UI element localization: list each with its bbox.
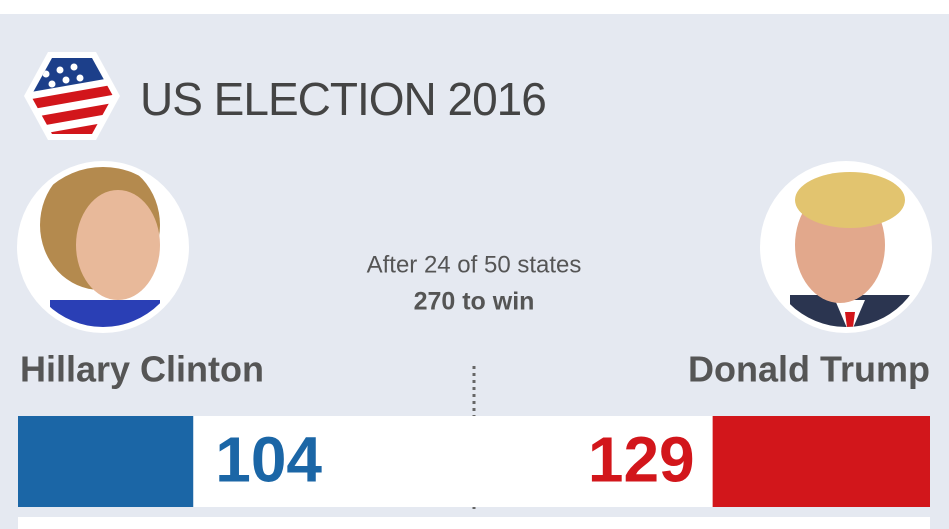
status-states: After 24 of 50 states [367,251,582,278]
tally: Hillary Clinton 104 Donald Trump 129 [18,349,930,507]
vote-bar [18,416,194,507]
logo [24,52,120,140]
portrait-clinton [17,161,189,333]
vote-count: 129 [588,423,695,495]
candidate-name: Hillary Clinton [20,349,264,390]
top-strip [0,0,949,14]
title: US ELECTION 2016 [140,73,546,125]
bottom-strip [18,517,930,529]
status-target: 270 to win [414,288,535,316]
vote-count: 104 [215,423,322,495]
vote-bar [712,416,930,507]
candidate-name: Donald Trump [688,349,930,390]
portrait-trump [760,161,932,333]
